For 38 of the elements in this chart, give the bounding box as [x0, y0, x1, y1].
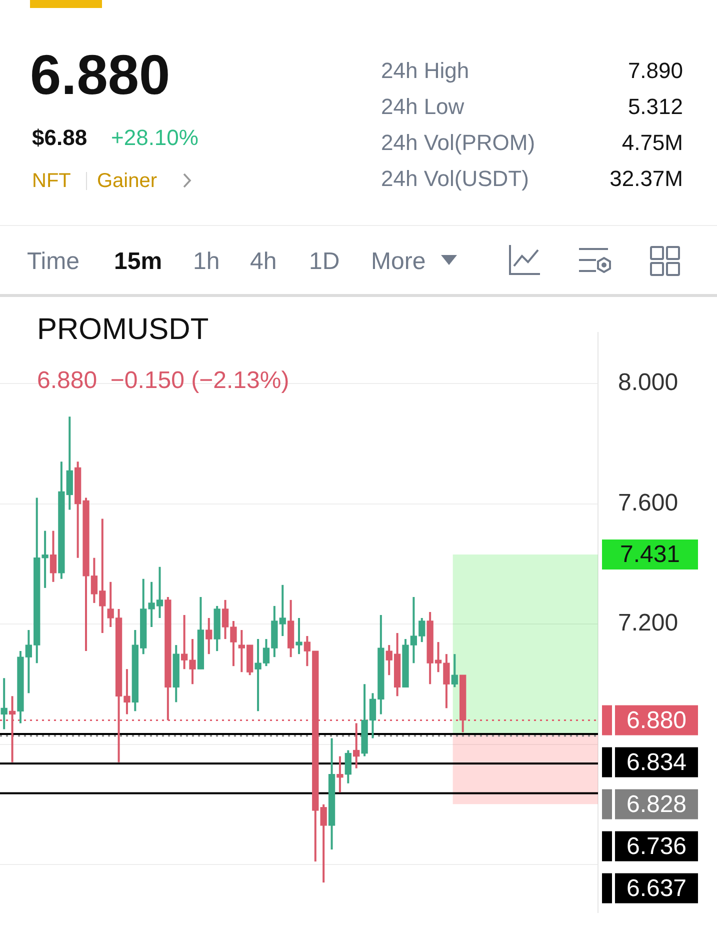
text: More	[371, 247, 426, 277]
legend-label: 6.736	[626, 832, 687, 860]
candlestick	[336, 755, 344, 794]
text: 1h	[193, 247, 220, 277]
legend-label: 6.834	[626, 748, 687, 776]
candlestick	[50, 530, 57, 583]
text: 4.75M	[622, 129, 683, 157]
candlestick	[353, 722, 360, 770]
text: Gainer	[97, 169, 158, 194]
text: $6.88	[32, 124, 88, 152]
candlestick	[344, 749, 352, 784]
text: 24h Low	[381, 93, 464, 121]
y-tick-label: 7.600	[618, 489, 678, 516]
candlestick	[0, 677, 8, 730]
y-tick-label: 7.200	[618, 610, 678, 637]
text: 7.890	[628, 57, 683, 85]
text: 32.37M	[610, 165, 683, 193]
legend-label: 6.828	[626, 790, 687, 818]
chart-title: PROMUSDT	[37, 312, 209, 348]
text: 6.880 −0.150 (−2.13%)	[37, 366, 290, 396]
text: 1D	[309, 247, 340, 277]
band-label: 7.431	[620, 541, 680, 568]
candlestick	[451, 653, 458, 688]
text: NFT	[32, 169, 71, 194]
text: Time	[27, 247, 80, 277]
text: +28.10%	[111, 124, 198, 152]
ref-line-label: 6.880	[626, 706, 687, 734]
text: 4h	[250, 247, 277, 277]
legend-label: 6.637	[626, 874, 687, 902]
text: 5.312	[628, 93, 683, 121]
text: 15m	[114, 247, 162, 277]
text: 6.880	[30, 42, 170, 108]
text: 24h Vol(USDT)	[381, 165, 529, 193]
candlestick	[296, 616, 302, 656]
text: 24h High	[381, 57, 470, 85]
text: 24h Vol(PROM)	[381, 129, 536, 157]
candlestick	[206, 616, 212, 656]
y-tick-label: 8.000	[618, 369, 678, 396]
